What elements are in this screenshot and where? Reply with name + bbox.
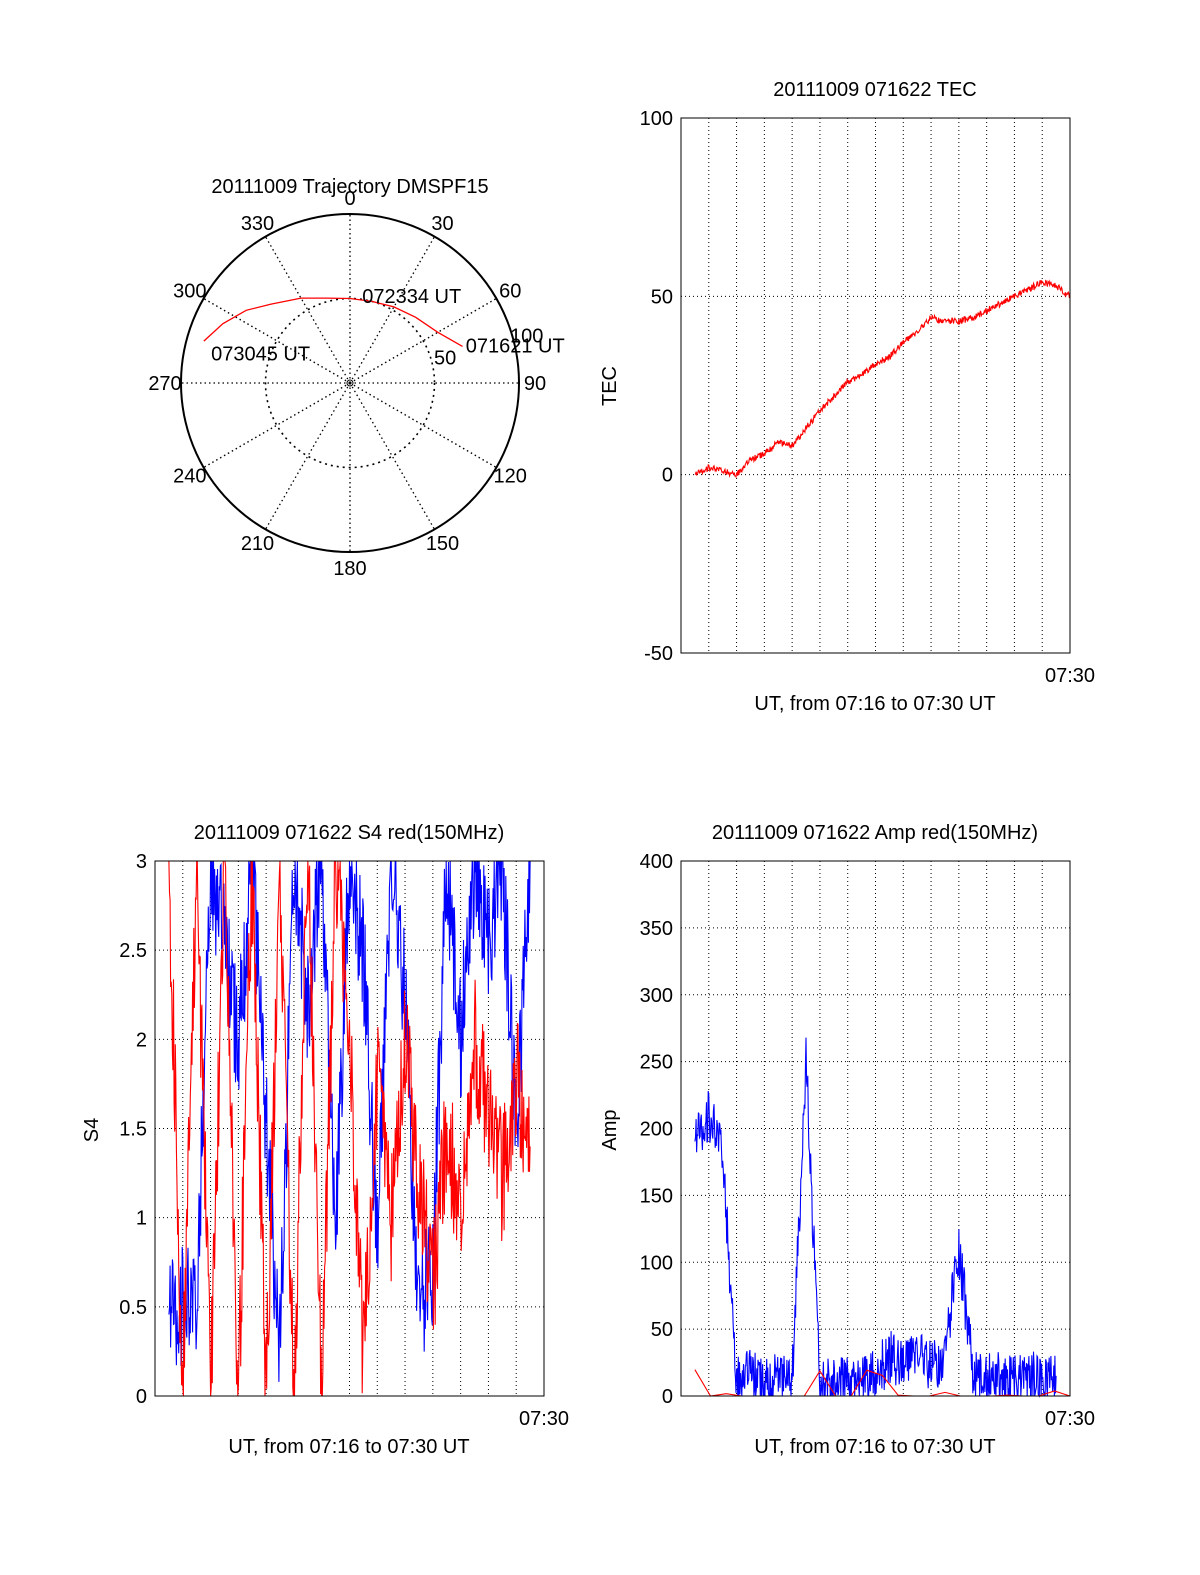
- amp-y-tick-label: 100: [640, 1252, 673, 1274]
- amp-x-tick-label: 07:30: [1045, 1408, 1095, 1430]
- polar-azimuth-label: 210: [241, 533, 274, 555]
- polar-azimuth-label: 270: [148, 373, 181, 395]
- polar-azimuth-label: 240: [173, 466, 206, 488]
- polar-elevation-label: 50: [434, 348, 456, 370]
- amp-y-tick-label: 0: [662, 1386, 673, 1408]
- tec-series: [694, 279, 1071, 479]
- s4-series-line: [168, 860, 531, 1397]
- amp-y-tick-label: 150: [640, 1185, 673, 1207]
- s4-y-tick-label: 2: [136, 1029, 147, 1051]
- amp-plot-frame: [680, 860, 1071, 1397]
- tec-x-tick-label: 07:30: [1045, 665, 1095, 687]
- polar-annotations: 071621 UT 072334 UT 073045 UT: [211, 286, 565, 366]
- polar-elevation-label: 100: [510, 326, 543, 348]
- amp-series-line: [694, 1037, 1057, 1398]
- s4-y-tick-label: 1: [136, 1208, 147, 1230]
- polar-azimuth-label: 60: [499, 281, 521, 303]
- amp-xlabel: UT, from 07:16 to 07:30 UT: [754, 1436, 995, 1458]
- amp-grid: [681, 861, 1070, 1396]
- polar-spoke: [349, 236, 436, 384]
- s4-y-tick-label: 2.5: [119, 940, 147, 962]
- polar-annotation: 071621 UT: [466, 335, 565, 357]
- tec-xlabel: UT, from 07:16 to 07:30 UT: [754, 693, 995, 715]
- amp-plot: 20111009 071622 Amp red(150MHz) 0 50 100 15…: [599, 822, 1095, 1458]
- s4-plot-frame: [154, 860, 545, 1397]
- polar-title: 20111009 Trajectory DMSPF15: [211, 176, 488, 198]
- polar-spoke: [349, 382, 497, 469]
- s4-y-ticks: 0 0.5 1 1.5 2 2.5 3: [119, 851, 147, 1408]
- polar-spoke: [264, 236, 351, 384]
- polar-trajectory-line: [203, 297, 463, 347]
- polar-azimuth-labels: 0 30 60 90 120 150 180 210 240 270 300 330: [148, 188, 546, 580]
- s4-y-tick-label: 1.5: [119, 1119, 147, 1141]
- amp-y-tick-label: 300: [640, 985, 673, 1007]
- tec-y-tick-label: 100: [640, 108, 673, 130]
- tec-y-tick-label: -50: [644, 643, 673, 665]
- tec-plot-frame: [680, 117, 1071, 654]
- tec-grid: [681, 118, 1070, 653]
- amp-y-tick-label: 250: [640, 1052, 673, 1074]
- polar-azimuth-label: 150: [426, 533, 459, 555]
- polar-azimuth-label: 0: [344, 188, 355, 210]
- polar-series: [203, 297, 463, 347]
- polar-spoke: [203, 297, 351, 384]
- polar-spoke: [264, 382, 351, 530]
- amp-y-tick-label: 50: [651, 1319, 673, 1341]
- s4-y-tick-label: 3: [136, 851, 147, 873]
- polar-outer-circle: [180, 213, 520, 553]
- polar-azimuth-label: 30: [431, 213, 453, 235]
- polar-spoke: [349, 382, 436, 530]
- amp-y-tick-label: 200: [640, 1119, 673, 1141]
- amp-y-tick-label: 350: [640, 918, 673, 940]
- tec-y-ticks: -50 0 50 100: [640, 108, 673, 665]
- polar-azimuth-label: 180: [333, 558, 366, 580]
- polar-spoke: [203, 382, 351, 469]
- tec-y-tick-label: 0: [662, 465, 673, 487]
- s4-y-tick-label: 0: [136, 1386, 147, 1408]
- polar-azimuth-label: 330: [241, 213, 274, 235]
- polar-grid: [181, 214, 519, 552]
- polar-annotation: 073045 UT: [211, 343, 310, 365]
- polar-spoke: [349, 297, 497, 384]
- amp-y-ticks: 0 50 100 150 200 250 300 350 400: [640, 851, 673, 1408]
- s4-ylabel: S4: [81, 1118, 103, 1142]
- s4-title: 20111009 071622 S4 red(150MHz): [194, 822, 505, 844]
- amp-title: 20111009 071622 Amp red(150MHz): [712, 822, 1038, 844]
- tec-plot: 20111009 071622 TEC -50 0 50 100 07:30 UT, …: [599, 79, 1095, 715]
- polar-azimuth-label: 300: [173, 281, 206, 303]
- polar-azimuth-label: 120: [494, 466, 527, 488]
- tec-y-tick-label: 50: [651, 286, 673, 308]
- tec-ylabel: TEC: [599, 366, 621, 406]
- amp-y-tick-label: 400: [640, 851, 673, 873]
- polar-elevation-labels: 50 100: [434, 326, 543, 370]
- tec-series-line: [694, 279, 1071, 479]
- s4-x-tick-label: 07:30: [519, 1408, 569, 1430]
- s4-y-tick-label: 0.5: [119, 1297, 147, 1319]
- s4-plot: 20111009 071622 S4 red(150MHz) 0 0.5 1 1.5 2…: [81, 822, 569, 1458]
- polar-plot: 20111009 Trajectory DMSPF15 0 30 60 90 120 15…: [148, 176, 564, 580]
- polar-annotation: 072334 UT: [362, 286, 461, 308]
- amp-ylabel: Amp: [599, 1109, 621, 1150]
- tec-title: 20111009 071622 TEC: [773, 79, 977, 101]
- s4-xlabel: UT, from 07:16 to 07:30 UT: [228, 1436, 469, 1458]
- amp-series: [694, 1037, 1071, 1398]
- polar-center: [346, 379, 354, 387]
- polar-azimuth-label: 90: [524, 373, 546, 395]
